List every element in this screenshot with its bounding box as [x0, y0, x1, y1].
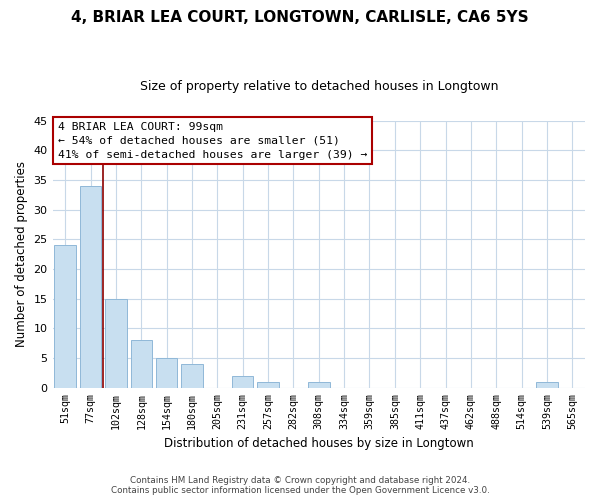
Bar: [55, 246, 76, 388]
Text: Contains HM Land Registry data © Crown copyright and database right 2024.
Contai: Contains HM Land Registry data © Crown c…: [110, 476, 490, 495]
Title: Size of property relative to detached houses in Longtown: Size of property relative to detached ho…: [140, 80, 498, 93]
Text: 4, BRIAR LEA COURT, LONGTOWN, CARLISLE, CA6 5YS: 4, BRIAR LEA COURT, LONGTOWN, CARLISLE, …: [71, 10, 529, 25]
Bar: [80, 186, 101, 388]
Bar: [156, 358, 178, 388]
X-axis label: Distribution of detached houses by size in Longtown: Distribution of detached houses by size …: [164, 437, 473, 450]
Text: 4 BRIAR LEA COURT: 99sqm
← 54% of detached houses are smaller (51)
41% of semi-d: 4 BRIAR LEA COURT: 99sqm ← 54% of detach…: [58, 122, 367, 160]
Bar: [105, 298, 127, 388]
Bar: [257, 382, 279, 388]
Bar: [131, 340, 152, 388]
Bar: [232, 376, 253, 388]
Bar: [308, 382, 329, 388]
Y-axis label: Number of detached properties: Number of detached properties: [15, 161, 28, 347]
Bar: [181, 364, 203, 388]
Bar: [536, 382, 558, 388]
